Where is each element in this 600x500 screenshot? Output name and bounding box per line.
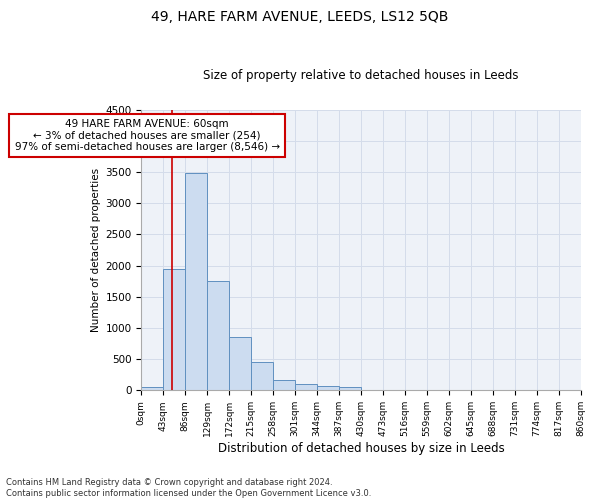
Bar	[163, 268, 185, 390]
Bar	[295, 384, 317, 390]
Y-axis label: Number of detached properties: Number of detached properties	[91, 168, 101, 332]
Bar	[339, 386, 361, 390]
Text: Contains HM Land Registry data © Crown copyright and database right 2024.
Contai: Contains HM Land Registry data © Crown c…	[6, 478, 371, 498]
Bar	[273, 380, 295, 390]
Bar	[229, 338, 251, 390]
Bar	[251, 362, 273, 390]
X-axis label: Distribution of detached houses by size in Leeds: Distribution of detached houses by size …	[218, 442, 504, 455]
Text: 49 HARE FARM AVENUE: 60sqm
← 3% of detached houses are smaller (254)
97% of semi: 49 HARE FARM AVENUE: 60sqm ← 3% of detac…	[14, 119, 280, 152]
Bar	[207, 281, 229, 390]
Text: 49, HARE FARM AVENUE, LEEDS, LS12 5QB: 49, HARE FARM AVENUE, LEEDS, LS12 5QB	[151, 10, 449, 24]
Title: Size of property relative to detached houses in Leeds: Size of property relative to detached ho…	[203, 69, 518, 82]
Bar	[141, 387, 163, 390]
Bar	[185, 173, 207, 390]
Bar	[317, 386, 339, 390]
